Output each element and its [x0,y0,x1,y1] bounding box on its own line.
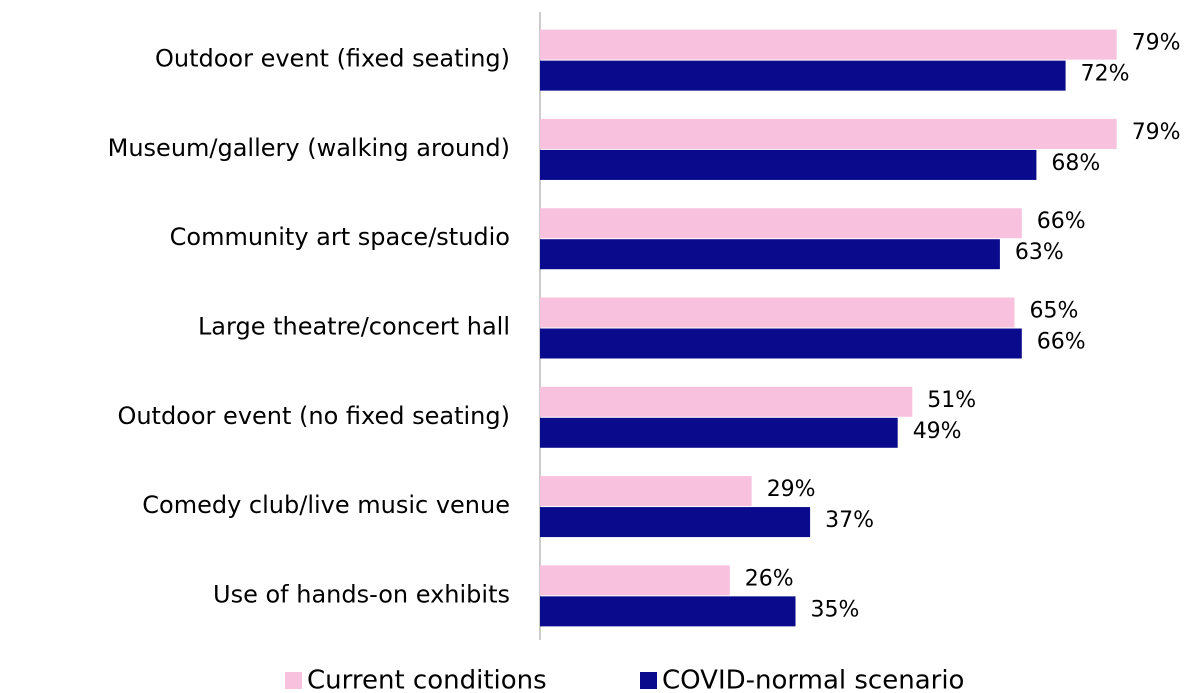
bar [540,297,1015,328]
category-label: Outdoor event (no fixed seating) [117,402,510,430]
bar [540,208,1022,239]
bar [540,29,1117,60]
legend-label: Current conditions [307,666,547,693]
category-label: Outdoor event (fixed seating) [155,45,510,73]
bar [540,417,898,448]
legend-swatch [285,672,302,689]
data-label: 79% [1132,31,1181,56]
legend-label: COVID-normal scenario [662,666,964,693]
data-label: 66% [1037,330,1086,355]
bar [540,328,1022,359]
category-label: Large theatre/concert hall [198,313,510,341]
category-label: Museum/gallery (walking around) [108,134,510,162]
data-label: 51% [927,388,976,413]
data-label: 49% [913,419,962,444]
bar [540,149,1037,180]
data-label: 26% [745,566,794,591]
bar [540,239,1000,270]
legend-swatch [640,672,657,689]
bar [540,118,1117,149]
data-label: 29% [767,477,816,502]
category-label: Use of hands-on exhibits [213,580,510,608]
bar [540,507,811,538]
bar [540,565,730,596]
data-label: 66% [1037,209,1086,234]
data-label: 68% [1051,151,1100,176]
data-label: 37% [825,508,874,533]
category-label: Comedy club/live music venue [142,491,510,519]
category-label: Community art space/studio [170,223,510,251]
data-label: 65% [1030,299,1079,324]
data-label: 72% [1081,62,1130,87]
bar [540,60,1066,91]
bar [540,596,796,627]
data-label: 35% [811,597,860,622]
bar [540,476,752,507]
data-label: 79% [1132,120,1181,145]
bar [540,386,913,417]
data-label: 63% [1015,240,1064,265]
